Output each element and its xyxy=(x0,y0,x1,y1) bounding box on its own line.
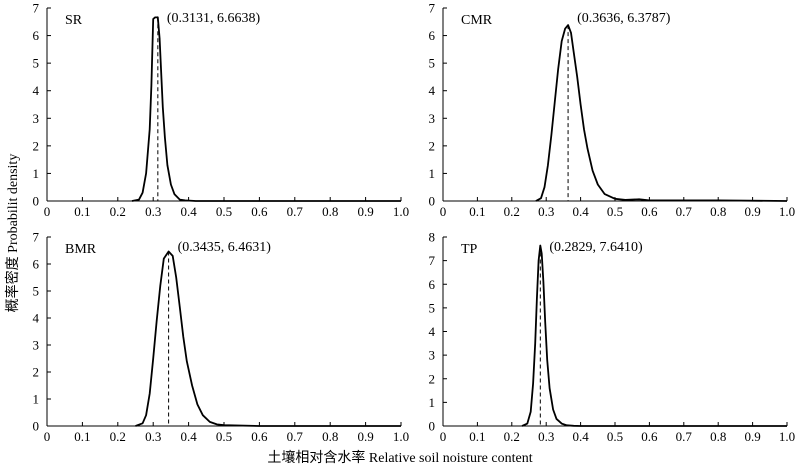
x-tick-label: 0.4 xyxy=(180,429,197,444)
x-tick-label: 1.0 xyxy=(779,429,795,444)
x-tick-label: 0.9 xyxy=(744,429,760,444)
x-tick-label: 0.8 xyxy=(322,204,338,219)
y-tick-label: 2 xyxy=(33,365,40,380)
x-tick-label: 1.0 xyxy=(393,204,409,219)
y-tick-label: 7 xyxy=(429,1,436,16)
y-tick-label: 5 xyxy=(429,300,436,315)
y-tick-label: 2 xyxy=(429,371,436,386)
y-tick-label: 4 xyxy=(429,83,436,98)
y-tick-label: 6 xyxy=(33,257,40,272)
y-tick-label: 6 xyxy=(429,28,436,43)
y-tick-label: 0 xyxy=(429,419,436,434)
x-tick-label: 0 xyxy=(440,429,447,444)
y-tick-label: 8 xyxy=(429,230,436,245)
y-tick-label: 5 xyxy=(33,284,40,299)
y-tick-label: 7 xyxy=(429,253,436,268)
y-tick-label: 0 xyxy=(33,194,40,209)
x-tick-label: 0.9 xyxy=(744,204,760,219)
x-tick-label: 0.7 xyxy=(676,204,693,219)
y-tick-label: 6 xyxy=(33,28,40,43)
chart-panel-bmr: 0 0.1 0.2 0.3 0.4 0.5 0.6 0.7 0.8 0.9 1.0 0 1 2 3 4 5 6 7 B… xyxy=(33,230,410,445)
y-tick-label: 3 xyxy=(429,111,436,126)
x-tick-label: 0 xyxy=(44,204,51,219)
x-tick-label: 0.6 xyxy=(251,429,268,444)
density-curve xyxy=(521,244,787,427)
x-tick-label: 1.0 xyxy=(393,429,409,444)
y-tick-label: 4 xyxy=(429,324,436,339)
x-tick-label: 0.9 xyxy=(357,204,373,219)
y-tick-label: 5 xyxy=(33,56,40,71)
x-tick-label: 0.8 xyxy=(710,429,726,444)
x-tick-label: 0.8 xyxy=(710,204,726,219)
x-tick-label: 0 xyxy=(440,204,447,219)
x-tick-label: 0 xyxy=(44,429,51,444)
y-tick-label: 3 xyxy=(33,111,40,126)
x-tick-label: 0.3 xyxy=(538,429,554,444)
x-tick-label: 0.2 xyxy=(110,204,126,219)
chart-panel-tp: 0 0.1 0.2 0.3 0.4 0.5 0.6 0.7 0.8 0.9 1.0 0 1 2 3 4 5 6 7 8… xyxy=(429,230,796,445)
x-tick-label: 0.7 xyxy=(676,429,693,444)
chart-panel-cmr: 0 0.1 0.2 0.3 0.4 0.5 0.6 0.7 0.8 0.9 1.0 0 1 2 3 4 5 6 7 C… xyxy=(429,1,796,220)
x-tick-label: 0.5 xyxy=(216,204,232,219)
x-tick-label: 0.2 xyxy=(504,429,520,444)
x-tick-label: 0.9 xyxy=(357,429,373,444)
x-tick-label: 0.6 xyxy=(251,204,268,219)
x-tick-label: 0.7 xyxy=(287,429,304,444)
x-tick-label: 0.4 xyxy=(572,429,589,444)
density-curve xyxy=(131,16,401,202)
x-tick-label: 0.3 xyxy=(538,204,554,219)
x-tick-label: 0.2 xyxy=(110,429,126,444)
y-tick-label: 5 xyxy=(429,56,436,71)
y-tick-label: 0 xyxy=(33,419,40,434)
y-tick-label: 3 xyxy=(33,338,40,353)
x-tick-label: 1.0 xyxy=(779,204,795,219)
y-tick-label: 7 xyxy=(33,230,40,245)
density-curve xyxy=(535,24,788,202)
x-tick-label: 0.5 xyxy=(216,429,232,444)
peak-annotation: (0.3131, 6.6638) xyxy=(167,11,261,26)
panel-label: BMR xyxy=(65,242,97,257)
y-tick-label: 7 xyxy=(33,1,40,16)
peak-annotation: (0.3435, 6.4631) xyxy=(178,240,272,255)
chart-panel-sr: 0 0.1 0.2 0.3 0.4 0.5 0.6 0.7 0.8 0.9 1.0 0 1 2 3 4 5 6 7 S… xyxy=(33,1,410,220)
y-tick-label: 1 xyxy=(33,392,40,407)
y-tick-label: 3 xyxy=(429,348,436,363)
x-tick-label: 0.8 xyxy=(322,429,338,444)
y-tick-label: 1 xyxy=(33,166,40,181)
panel-label: SR xyxy=(65,13,83,28)
x-tick-label: 0.3 xyxy=(145,204,161,219)
y-tick-label: 1 xyxy=(429,166,436,181)
x-tick-label: 0.4 xyxy=(572,204,589,219)
y-tick-label: 2 xyxy=(429,138,436,153)
x-tick-label: 0.3 xyxy=(145,429,161,444)
y-tick-label: 1 xyxy=(429,395,436,410)
x-tick-label: 0.6 xyxy=(641,204,658,219)
x-tick-label: 0.1 xyxy=(74,429,90,444)
panel-label: CMR xyxy=(461,13,493,28)
x-axis-title: 土壤相对含水率 Relative soil noisture content xyxy=(267,451,533,466)
y-tick-label: 4 xyxy=(33,83,40,98)
y-tick-label: 6 xyxy=(429,277,436,292)
y-tick-label: 0 xyxy=(429,194,436,209)
panel-label: TP xyxy=(461,242,478,257)
y-tick-label: 4 xyxy=(33,311,40,326)
peak-annotation: (0.2829, 7.6410) xyxy=(549,240,643,255)
density-curve xyxy=(135,250,401,427)
x-tick-label: 0.4 xyxy=(180,204,197,219)
x-tick-label: 0.7 xyxy=(287,204,304,219)
x-tick-label: 0.5 xyxy=(607,204,623,219)
x-tick-label: 0.1 xyxy=(74,204,90,219)
x-tick-label: 0.5 xyxy=(607,429,623,444)
x-tick-label: 0.1 xyxy=(469,429,485,444)
peak-annotation: (0.3636, 6.3787) xyxy=(577,11,671,26)
y-tick-label: 2 xyxy=(33,138,40,153)
x-tick-label: 0.2 xyxy=(504,204,520,219)
x-tick-label: 0.6 xyxy=(641,429,658,444)
x-tick-label: 0.1 xyxy=(469,204,485,219)
